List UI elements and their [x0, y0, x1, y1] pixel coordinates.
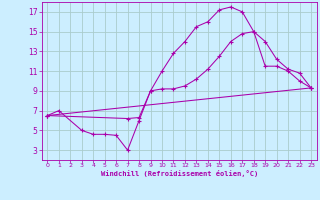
X-axis label: Windchill (Refroidissement éolien,°C): Windchill (Refroidissement éolien,°C)	[100, 170, 258, 177]
